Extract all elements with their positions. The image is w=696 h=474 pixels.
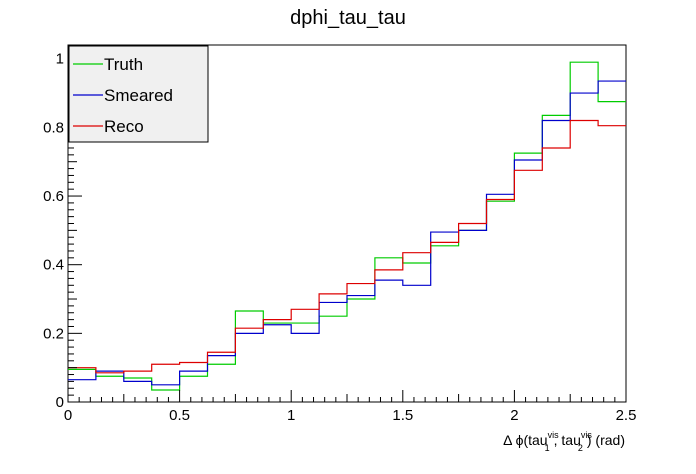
x-tick-label: 2.5	[616, 407, 637, 424]
x-tick-label: 0	[64, 407, 72, 424]
legend: Truth Smeared Reco	[68, 45, 209, 143]
series-smeared-line	[68, 80, 626, 386]
y-tick-label: 1	[56, 51, 64, 68]
legend-label-smeared: Smeared	[104, 86, 173, 105]
y-axis: 0 0.2 0.4 0.6 0.8 1	[43, 51, 82, 411]
legend-label-truth: Truth	[104, 55, 143, 74]
y-tick-label: 0.4	[43, 257, 64, 274]
x-axis-label: Δ ϕ(tauvis 1, tauvis 2) (rad)	[503, 430, 625, 453]
chart-title: dphi_tau_tau	[290, 7, 406, 29]
x-axis: 0 0.5 1 1.5 2 2.5	[64, 390, 637, 424]
series-reco-line	[68, 119, 626, 374]
x-tick-label: 2	[510, 407, 518, 424]
y-tick-label: 0	[56, 394, 64, 411]
series-layer	[68, 61, 626, 391]
x-tick-label: 1.5	[392, 407, 413, 424]
y-tick-label: 0.6	[43, 188, 64, 205]
legend-label-reco: Reco	[104, 117, 144, 136]
y-tick-label: 0.8	[43, 119, 64, 136]
y-tick-label: 0.2	[43, 325, 64, 342]
x-tick-label: 1	[287, 407, 295, 424]
x-tick-label: 0.5	[169, 407, 190, 424]
